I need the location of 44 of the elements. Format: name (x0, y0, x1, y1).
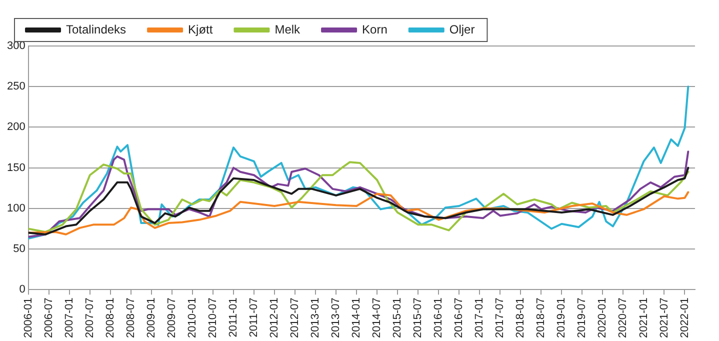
x-tick-label: 2020-01 (596, 298, 609, 338)
x-tick-label: 2010-01 (186, 298, 198, 338)
y-tick-label: 100 (6, 202, 26, 214)
x-tick-label: 2013-07 (330, 298, 342, 338)
x-tick-label: 2010-07 (206, 298, 219, 338)
y-tick-label: 50 (13, 243, 26, 256)
x-tick-label: 2007-01 (63, 298, 76, 338)
legend-label: Totalindeks (66, 22, 126, 36)
x-tick-label: 2011-07 (248, 298, 260, 338)
y-tick-label: 250 (6, 80, 26, 93)
x-tick-label: 2014-01 (350, 298, 363, 338)
x-tick-label: 2009-07 (166, 298, 178, 338)
x-tick-label: 2008-01 (104, 298, 116, 338)
legend-label: Melk (274, 22, 302, 36)
y-tick-label: 0 (19, 284, 26, 296)
y-tick-label: 150 (6, 162, 26, 174)
legend-label: Korn (362, 22, 388, 36)
y-tick-label: 200 (6, 121, 26, 134)
x-tick-label: 2012-01 (268, 298, 281, 338)
x-tick-label: 2021-07 (658, 298, 670, 338)
x-tick-label: 2013-01 (310, 298, 322, 338)
x-tick-label: 2016-07 (453, 298, 466, 338)
x-tick-label: 2008-07 (124, 298, 137, 338)
x-tick-label: 2011-01 (228, 298, 240, 338)
x-tick-label: 2014-07 (371, 298, 384, 338)
x-tick-label: 2018-01 (514, 298, 527, 338)
legend-label: Oljer (449, 22, 475, 36)
x-tick-label: 2017-01 (474, 298, 486, 338)
x-tick-label: 2022-01 (678, 298, 691, 338)
legend-label: Kjøtt (188, 22, 214, 36)
x-tick-label: 2012-07 (289, 298, 302, 338)
x-tick-label: 2009-01 (145, 298, 158, 338)
x-tick-label: 2020-07 (617, 298, 630, 338)
x-tick-label: 2017-07 (494, 298, 506, 338)
x-tick-label: 2019-01 (556, 298, 568, 338)
x-tick-label: 2015-07 (412, 298, 424, 338)
x-tick-label: 2015-01 (392, 298, 404, 338)
x-tick-label: 2016-01 (432, 298, 445, 338)
x-tick-label: 2021-01 (638, 298, 650, 338)
x-tick-label: 2006-01 (22, 298, 34, 338)
x-tick-label: 2006-07 (42, 298, 55, 338)
x-tick-label: 2007-07 (84, 298, 96, 338)
x-tick-label: 2019-07 (576, 298, 588, 338)
x-tick-label: 2018-07 (535, 298, 548, 338)
